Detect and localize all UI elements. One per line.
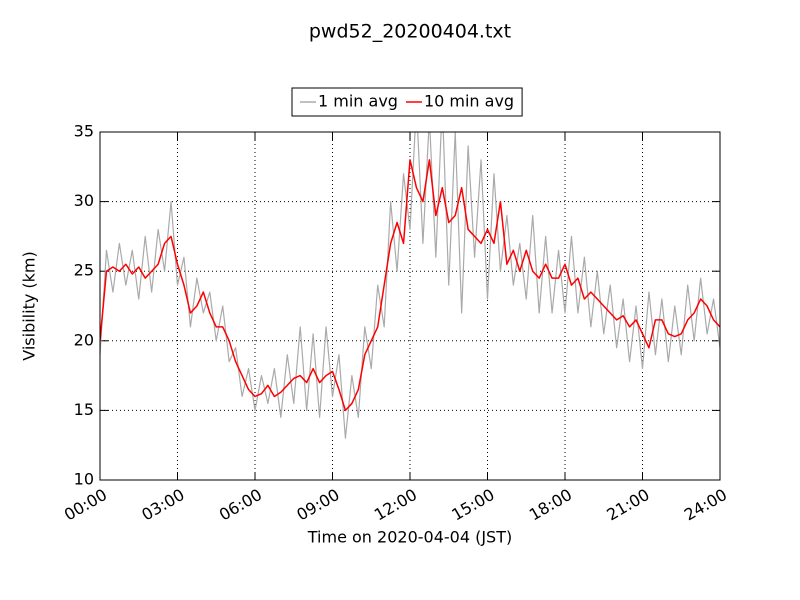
y-axis-label: Visibility (km)	[20, 251, 39, 360]
x-axis-label: Time on 2020-04-04 (JST)	[307, 528, 512, 547]
plot-lines	[100, 132, 720, 439]
series-line	[100, 132, 720, 439]
series-line	[100, 159, 720, 412]
chart-title: pwd52_20200404.txt	[309, 21, 511, 43]
y-tick-label: 25	[74, 261, 94, 280]
y-tick-label: 10	[74, 470, 94, 489]
legend-label: 10 min avg	[424, 92, 514, 111]
y-tick-label: 20	[74, 330, 94, 349]
y-tick-label: 15	[74, 400, 94, 419]
y-tick-label: 30	[74, 191, 94, 210]
y-tick-label: 35	[74, 122, 94, 141]
legend-label: 1 min avg	[318, 92, 398, 111]
plot-frame	[99, 131, 721, 481]
